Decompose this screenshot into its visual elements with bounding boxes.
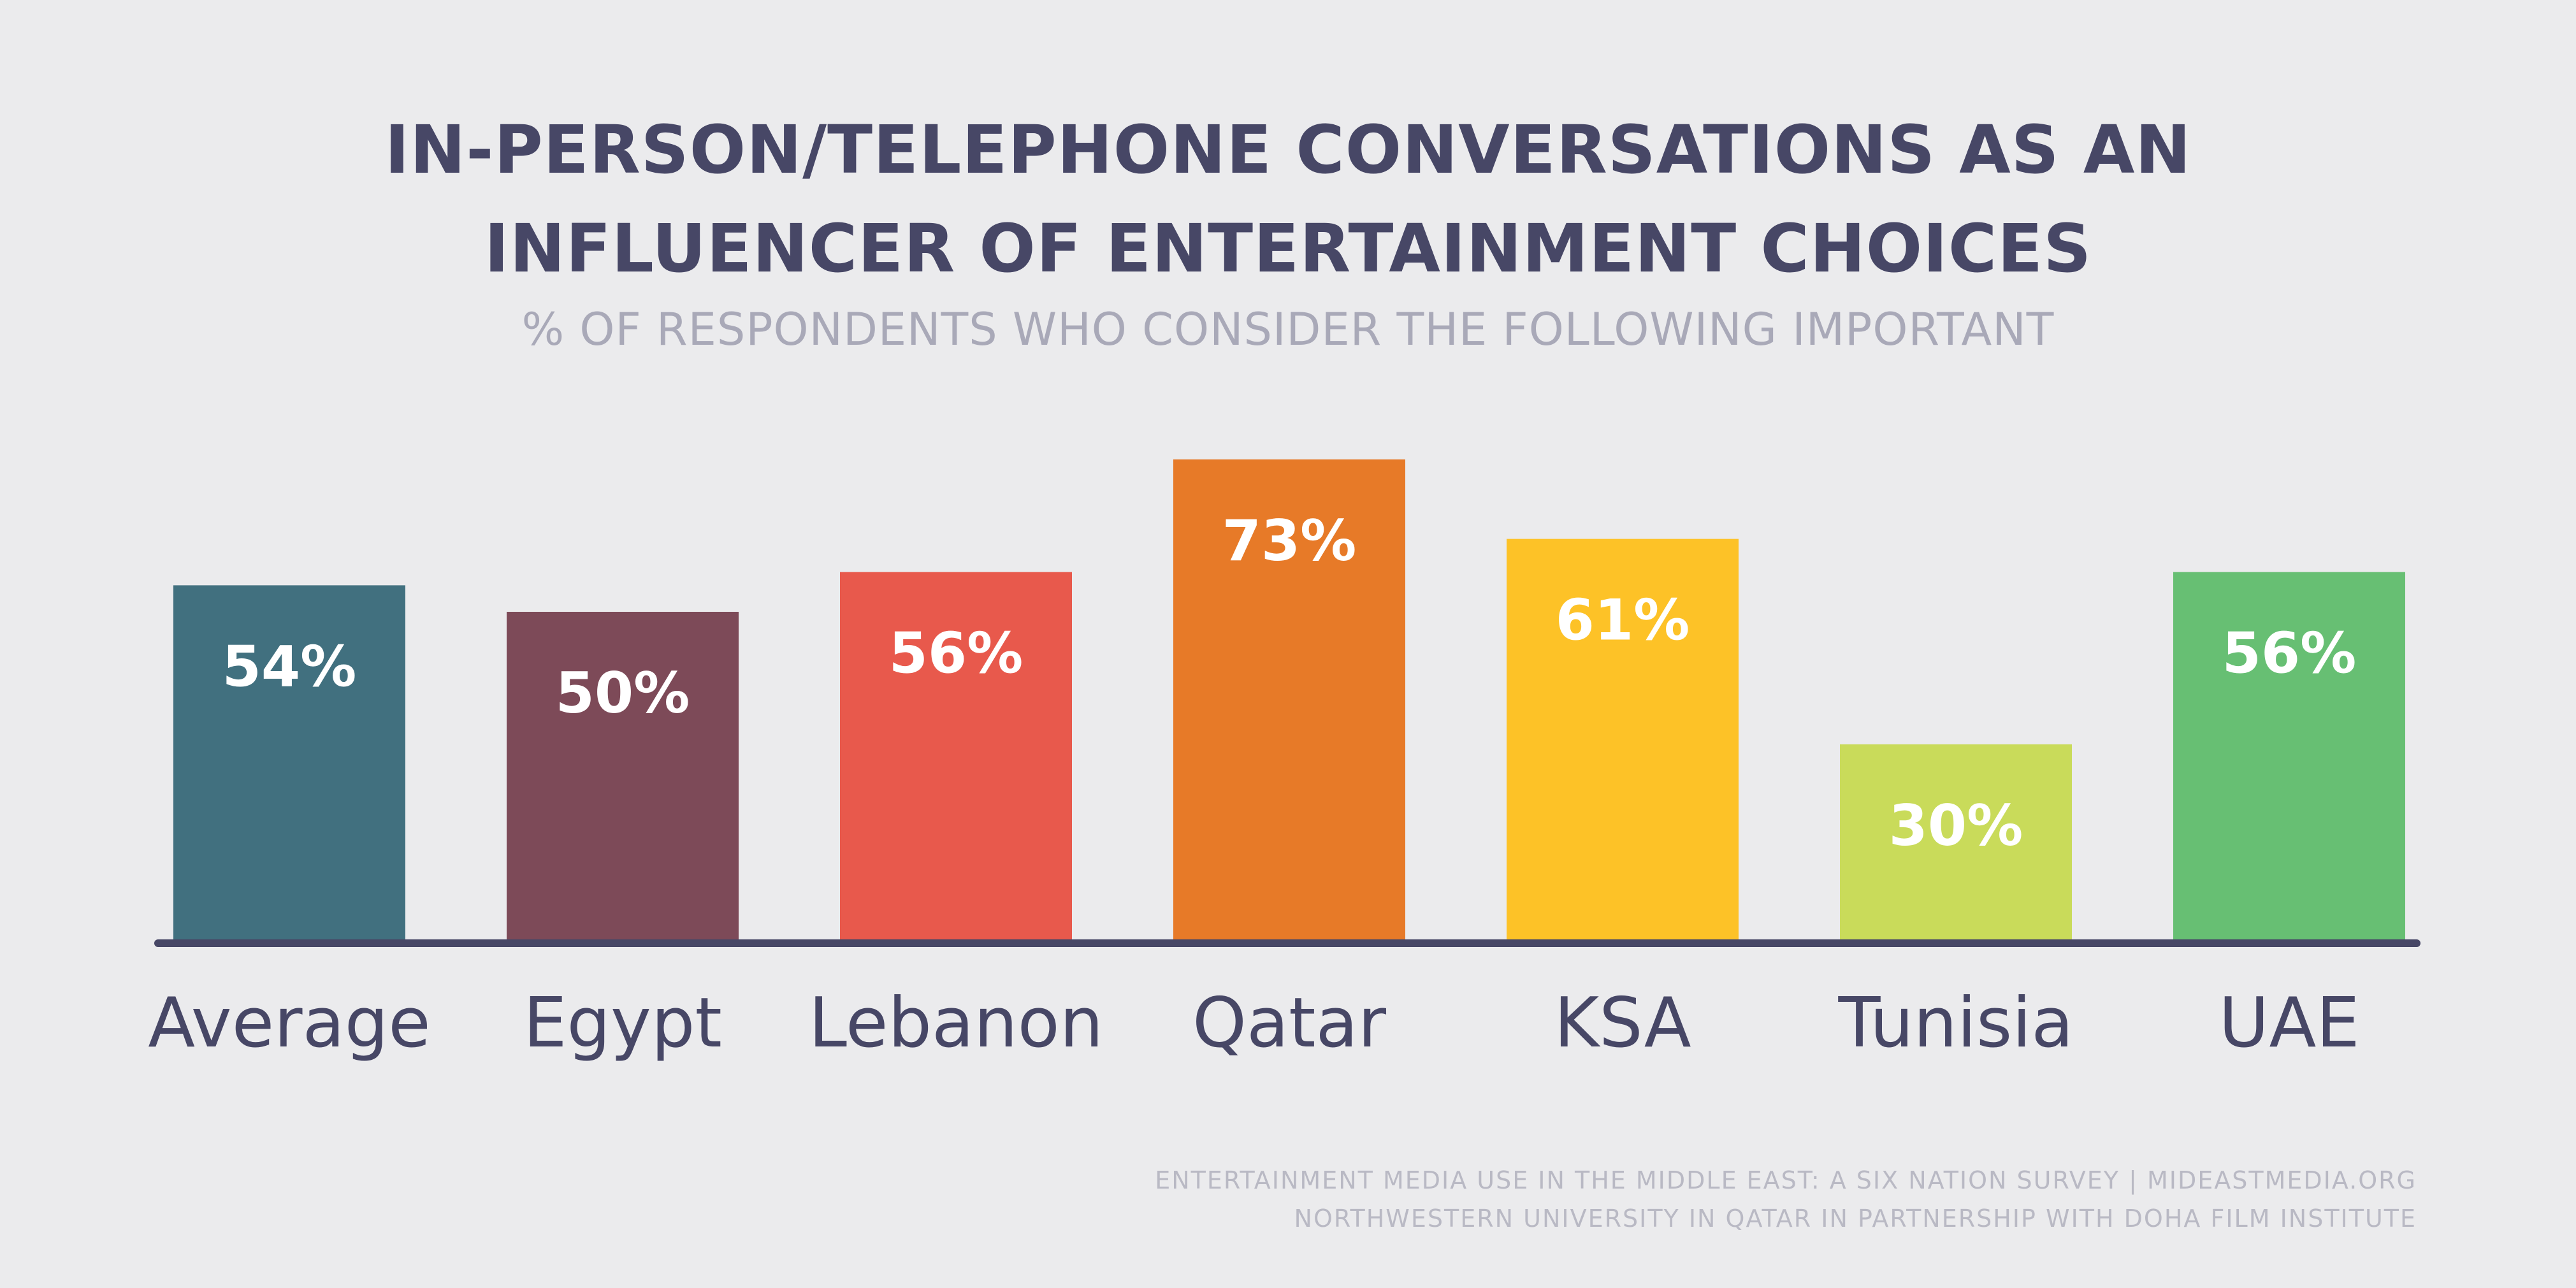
bar-ksa: [1507, 539, 1739, 943]
bar-uae: [2173, 572, 2405, 943]
category-label-egypt: Egypt: [523, 983, 722, 1063]
source-line-2: NORTHWESTERN UNIVERSITY IN QATAR IN PART…: [1294, 1205, 2417, 1233]
bar-egypt: [507, 612, 739, 943]
bar-qatar: [1173, 459, 1405, 943]
chart-title-line-2: INFLUENCER OF ENTERTAINMENT CHOICES: [484, 210, 2092, 287]
bar-tunisia: [1840, 744, 2072, 943]
data-label-lebanon: 56%: [889, 621, 1024, 686]
category-label-tunisia: Tunisia: [1838, 983, 2074, 1063]
data-label-egypt: 50%: [556, 660, 690, 726]
category-label-ksa: KSA: [1554, 983, 1691, 1063]
category-label-qatar: Qatar: [1192, 983, 1387, 1063]
category-label-lebanon: Lebanon: [809, 983, 1103, 1063]
data-label-ksa: 61%: [1556, 588, 1690, 653]
source-line-1: ENTERTAINMENT MEDIA USE IN THE MIDDLE EA…: [1155, 1166, 2417, 1194]
bar-average: [173, 585, 405, 943]
category-label-average: Average: [148, 983, 431, 1063]
data-label-tunisia: 30%: [1889, 793, 2023, 858]
data-label-uae: 56%: [2222, 621, 2357, 686]
chart-title-line-1: IN-PERSON/TELEPHONE CONVERSATIONS AS AN: [384, 111, 2192, 189]
bar-lebanon: [840, 572, 1072, 943]
data-label-qatar: 73%: [1222, 508, 1357, 574]
chart-subtitle: % OF RESPONDENTS WHO CONSIDER THE FOLLOW…: [521, 303, 2055, 356]
category-label-uae: UAE: [2218, 983, 2359, 1063]
data-label-average: 54%: [222, 633, 357, 699]
